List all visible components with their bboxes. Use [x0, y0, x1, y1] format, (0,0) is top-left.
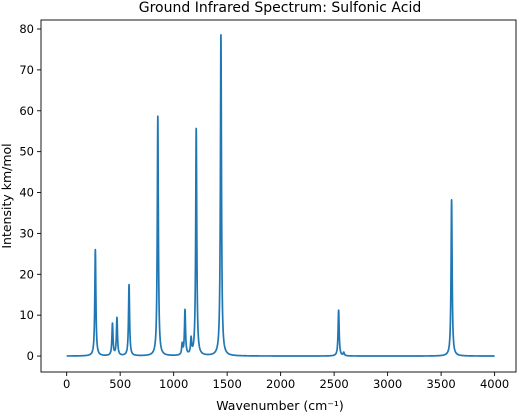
- x-tick-label: 3000: [373, 377, 402, 391]
- x-tick-label: 3500: [426, 377, 455, 391]
- x-tick-label: 1500: [213, 377, 242, 391]
- chart-title: Ground Infrared Spectrum: Sulfonic Acid: [139, 0, 421, 16]
- x-tick-label: 2500: [319, 377, 348, 391]
- plot-frame: [40, 19, 517, 373]
- x-tick-label: 500: [109, 377, 131, 391]
- x-tick-label: 4000: [480, 377, 509, 391]
- y-tick-label: 40: [19, 186, 34, 200]
- y-axis-label: Intensity km/mol: [0, 143, 14, 248]
- y-axis: 0 10 20 30 40 50 60 70 80: [19, 22, 41, 363]
- y-tick-label: 10: [19, 308, 34, 322]
- y-tick-label: 80: [19, 22, 34, 36]
- x-tick-label: 0: [63, 377, 70, 391]
- x-axis: 0 500 1000 1500 2000 2500 3000 3500 4000: [63, 372, 509, 391]
- y-tick-label: 60: [19, 104, 34, 118]
- y-tick-label: 20: [19, 267, 34, 281]
- y-tick-label: 30: [19, 226, 34, 240]
- spectrum-line: [66, 34, 496, 357]
- y-tick-label: 0: [27, 349, 34, 363]
- y-tick-label: 50: [19, 145, 34, 159]
- x-tick-label: 2000: [266, 377, 295, 391]
- y-tick-label: 70: [19, 63, 34, 77]
- x-axis-label: Wavenumber (cm⁻¹): [216, 398, 343, 413]
- x-tick-label: 1000: [159, 377, 188, 391]
